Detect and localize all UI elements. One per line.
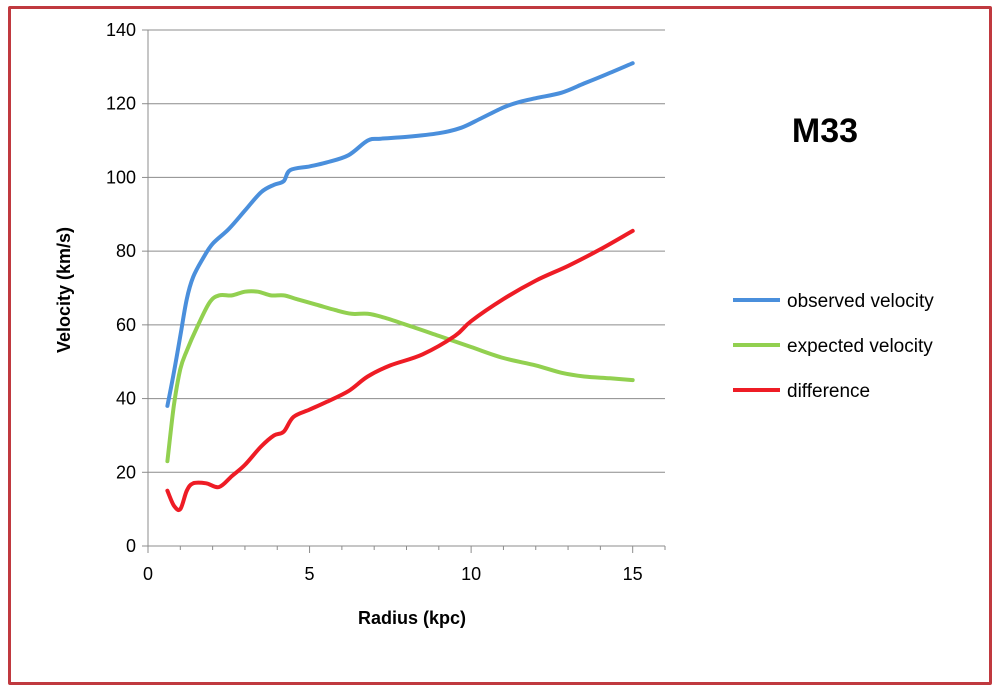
chart-frame (8, 6, 992, 685)
y-axis-label: Velocity (km/s) (54, 227, 74, 353)
y-tick-label: 0 (126, 536, 136, 556)
x-tick-label: 15 (623, 564, 643, 584)
x-tick-label: 10 (461, 564, 481, 584)
axes (142, 29, 666, 553)
y-tick-label: 60 (116, 315, 136, 335)
legend-label-difference: difference (787, 381, 870, 402)
y-tick-labels: 0 20 40 60 80 100 120 140 (106, 20, 136, 556)
series-line-observed-velocity (165, 61, 635, 408)
legend-label-expected-velocity: expected velocity (787, 336, 933, 357)
legend: observed velocity expected velocity differ… (733, 291, 934, 402)
series-lines (165, 61, 635, 512)
x-tick-labels: 0 5 10 15 (143, 564, 643, 584)
y-tick-label: 100 (106, 167, 136, 187)
legend-label-observed-velocity: observed velocity (787, 291, 934, 312)
x-tick-label: 5 (305, 564, 315, 584)
y-tick-label: 40 (116, 389, 136, 409)
y-tick-label: 120 (106, 94, 136, 114)
series-line-difference (165, 228, 635, 512)
y-tick-label: 140 (106, 20, 136, 40)
y-tick-label: 20 (116, 462, 136, 482)
y-tick-label: 80 (116, 241, 136, 261)
chart-title: M33 (792, 112, 858, 150)
x-axis-label: Radius (kpc) (358, 608, 466, 628)
gridlines (148, 29, 665, 473)
series-line-expected-velocity (165, 289, 635, 464)
x-tick-label: 0 (143, 564, 153, 584)
